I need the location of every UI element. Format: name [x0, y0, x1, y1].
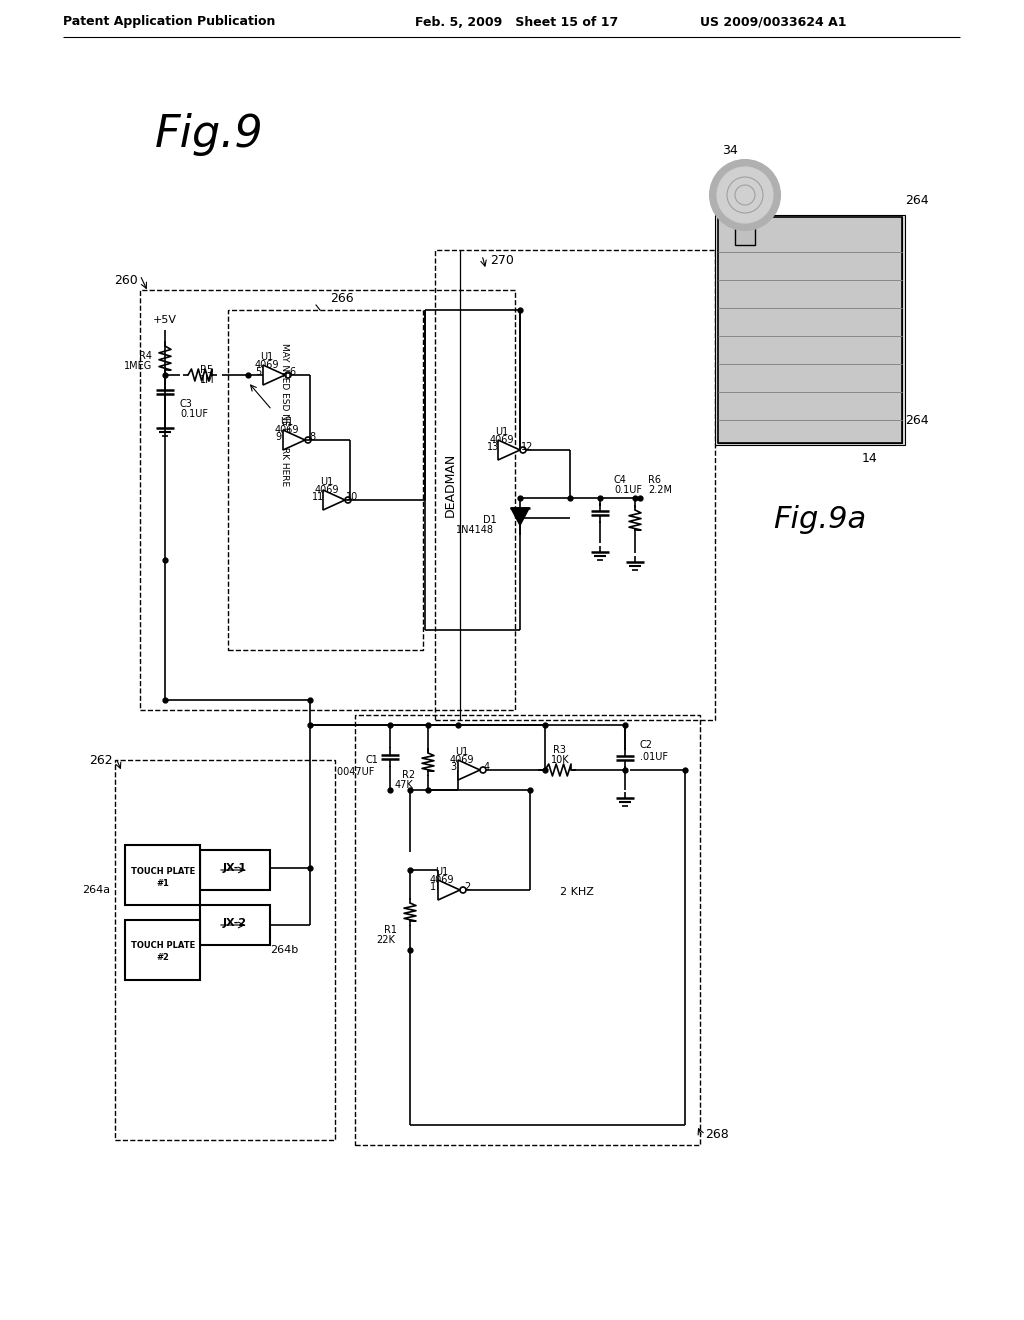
Text: 10K: 10K: [551, 755, 569, 766]
Text: 8: 8: [309, 432, 315, 442]
Text: U1: U1: [496, 426, 509, 437]
Text: 264: 264: [905, 194, 929, 206]
Text: 4069: 4069: [489, 436, 514, 445]
Text: 5: 5: [255, 367, 261, 378]
Text: U1: U1: [456, 747, 469, 756]
Text: 1N4148: 1N4148: [456, 525, 494, 535]
Bar: [718, 216, 902, 444]
Text: 13: 13: [486, 442, 499, 451]
Bar: [718, 216, 902, 444]
Text: 2.2M: 2.2M: [648, 484, 672, 495]
Bar: [125, 845, 200, 906]
Text: 9: 9: [274, 432, 281, 442]
Text: .01UF: .01UF: [640, 752, 668, 762]
Text: 268: 268: [705, 1129, 729, 1142]
Text: DEADMAN: DEADMAN: [443, 453, 457, 517]
Text: 264b: 264b: [270, 945, 298, 954]
Text: D1: D1: [483, 515, 497, 525]
Text: JX-1: JX-1: [223, 863, 247, 873]
Text: U1: U1: [435, 867, 449, 876]
Text: C4: C4: [614, 475, 627, 484]
Text: 0.1UF: 0.1UF: [180, 409, 208, 418]
Text: 2 KHZ: 2 KHZ: [560, 887, 594, 898]
Text: U1: U1: [281, 417, 294, 426]
Text: JX-2: JX-2: [223, 917, 247, 928]
Text: R3: R3: [554, 744, 566, 755]
Polygon shape: [458, 760, 480, 780]
Polygon shape: [283, 430, 305, 450]
Polygon shape: [263, 366, 285, 385]
Polygon shape: [511, 508, 529, 525]
Text: 262: 262: [89, 754, 113, 767]
Text: 264a: 264a: [82, 884, 110, 895]
Text: R6: R6: [648, 475, 662, 484]
Text: 270: 270: [490, 253, 514, 267]
Bar: [730, 224, 890, 436]
Text: 2: 2: [464, 882, 470, 892]
Bar: [724, 220, 896, 440]
Text: 4: 4: [484, 762, 490, 772]
Text: +5V: +5V: [153, 315, 177, 325]
Bar: [721, 219, 899, 441]
Text: C2: C2: [640, 741, 653, 750]
Text: 3: 3: [450, 762, 456, 772]
Bar: [125, 920, 200, 979]
Text: 4069: 4069: [430, 875, 455, 884]
Text: US 2009/0033624 A1: US 2009/0033624 A1: [700, 16, 847, 29]
Bar: [200, 906, 270, 945]
Text: U1: U1: [321, 477, 334, 487]
Text: TOUCH PLATE: TOUCH PLATE: [131, 941, 196, 950]
Bar: [140, 290, 515, 710]
Polygon shape: [323, 490, 345, 510]
Text: 6: 6: [289, 367, 295, 378]
Bar: [228, 310, 423, 649]
Text: C1: C1: [366, 755, 378, 766]
Bar: [715, 215, 905, 445]
Bar: [200, 850, 270, 890]
Text: 22K: 22K: [376, 935, 395, 945]
Bar: [735, 190, 755, 246]
Text: 1M: 1M: [200, 375, 214, 385]
Text: 4069: 4069: [274, 425, 299, 436]
Circle shape: [717, 168, 773, 223]
Text: TOUCH PLATE: TOUCH PLATE: [131, 866, 196, 875]
Text: 0.1UF: 0.1UF: [614, 484, 642, 495]
Bar: [727, 223, 893, 437]
Text: 264: 264: [905, 413, 929, 426]
Text: Fig.9a: Fig.9a: [773, 506, 866, 535]
Text: 4069: 4069: [450, 755, 474, 766]
Text: C3: C3: [180, 399, 193, 409]
Text: #2: #2: [157, 953, 169, 962]
Text: 1MEG: 1MEG: [124, 360, 152, 371]
Text: 34: 34: [722, 144, 738, 157]
Text: 4069: 4069: [255, 360, 280, 370]
Text: Feb. 5, 2009   Sheet 15 of 17: Feb. 5, 2009 Sheet 15 of 17: [415, 16, 618, 29]
Text: R5: R5: [201, 366, 214, 375]
Text: 266: 266: [330, 292, 353, 305]
Text: 14: 14: [862, 451, 878, 465]
Text: MAY NEED ESD NETWORK HERE: MAY NEED ESD NETWORK HERE: [280, 343, 289, 487]
Text: #1: #1: [157, 879, 169, 887]
Text: 10: 10: [346, 492, 358, 502]
Text: U1: U1: [260, 352, 273, 362]
Circle shape: [710, 160, 780, 230]
Text: 12: 12: [521, 442, 534, 451]
Bar: [355, 715, 700, 1144]
Polygon shape: [438, 880, 460, 900]
Text: 260: 260: [115, 273, 138, 286]
Polygon shape: [498, 440, 520, 459]
Text: R2: R2: [401, 770, 415, 780]
Text: R4: R4: [139, 351, 152, 360]
Text: 47K: 47K: [394, 780, 413, 789]
Text: 4069: 4069: [314, 484, 339, 495]
Bar: [435, 249, 715, 719]
Bar: [115, 760, 335, 1140]
Text: 1: 1: [430, 882, 436, 892]
Text: R1: R1: [384, 925, 397, 935]
Text: .0047UF: .0047UF: [334, 767, 374, 777]
Text: Patent Application Publication: Patent Application Publication: [63, 16, 275, 29]
Text: 11: 11: [312, 492, 325, 502]
Text: Fig.9: Fig.9: [155, 114, 264, 157]
